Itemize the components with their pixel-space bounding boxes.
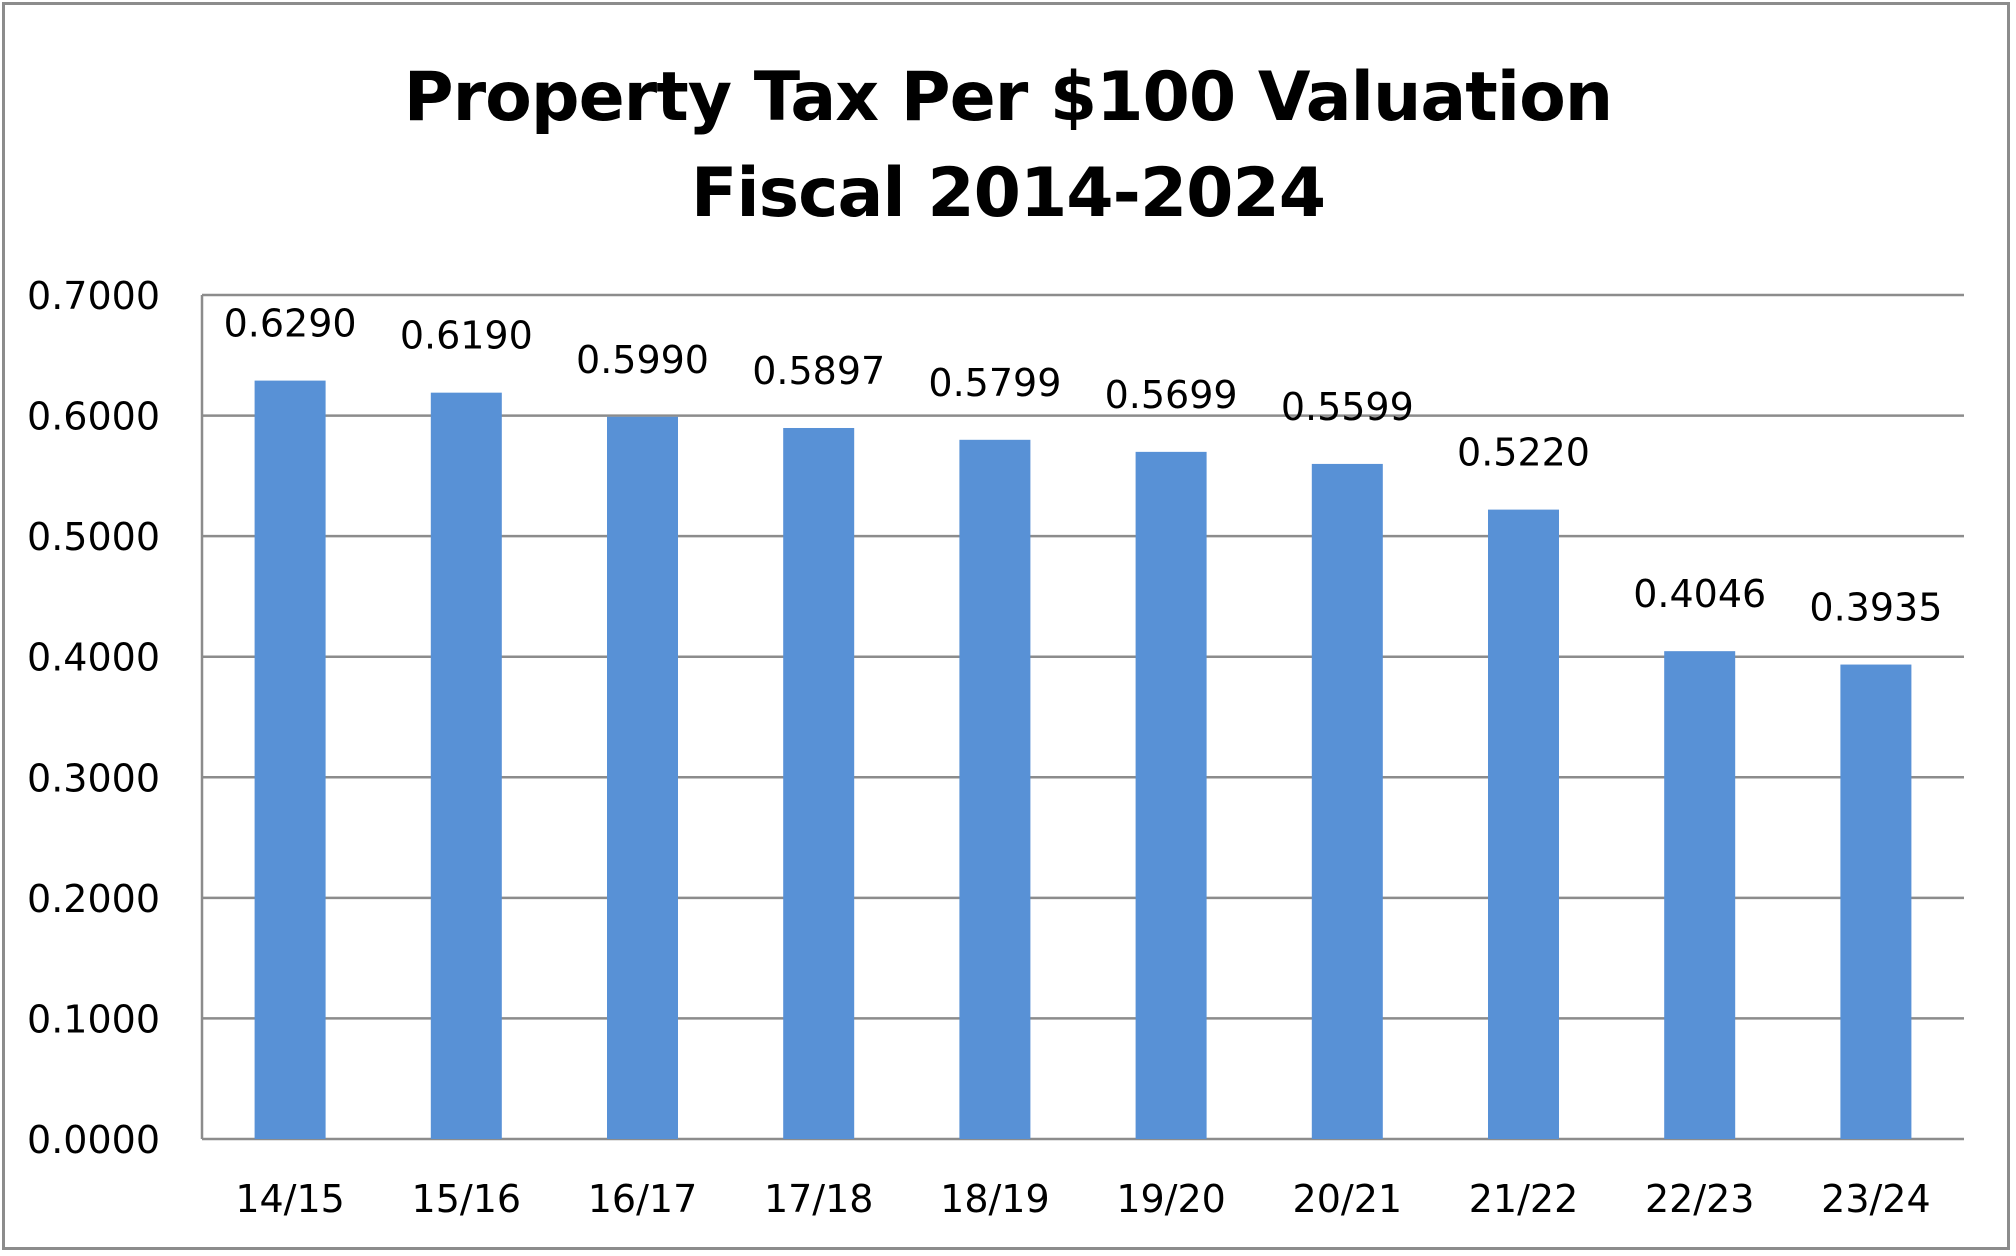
data-label: 0.6290: [224, 302, 357, 346]
x-tick-label: 14/15: [235, 1177, 345, 1221]
y-tick-label: 0.0000: [27, 1118, 160, 1162]
bar: [1488, 509, 1559, 1139]
y-tick-label: 0.2000: [27, 877, 160, 921]
bar: [1311, 463, 1383, 1140]
data-label: 0.4046: [1633, 572, 1766, 616]
bar: [430, 392, 502, 1140]
bar: [254, 380, 326, 1139]
bar: [1135, 451, 1207, 1140]
data-label: 0.5897: [752, 349, 885, 393]
y-tick-label: 0.5000: [27, 515, 160, 559]
x-tick-label: 22/23: [1645, 1177, 1755, 1221]
data-label: 0.3935: [1809, 586, 1942, 630]
y-tick-label: 0.6000: [27, 395, 160, 439]
x-tick-label: 16/17: [588, 1177, 698, 1221]
x-tick-label: 18/19: [940, 1177, 1050, 1221]
bar: [783, 427, 855, 1139]
bar: [607, 416, 678, 1140]
y-tick-label: 0.1000: [27, 997, 160, 1041]
x-tick-label: 17/18: [764, 1177, 874, 1221]
bar: [1840, 664, 1912, 1139]
data-label: 0.5990: [576, 338, 709, 382]
data-label: 0.5599: [1281, 385, 1414, 429]
x-tick-label: 15/16: [412, 1177, 522, 1221]
bar: [959, 439, 1031, 1139]
chart-title-line-2: Fiscal 2014-2024: [690, 154, 1326, 233]
y-tick-label: 0.4000: [27, 636, 160, 680]
x-tick-label: 19/20: [1116, 1177, 1226, 1221]
chart-title: Property Tax Per $100 Valuation Fiscal 2…: [0, 50, 2016, 242]
x-tick-label: 20/21: [1293, 1177, 1403, 1221]
x-tick-label: 21/22: [1469, 1177, 1579, 1221]
bar: [1664, 651, 1736, 1139]
x-tick-label: 23/24: [1821, 1177, 1931, 1221]
data-label: 0.5799: [928, 361, 1061, 405]
data-label: 0.5699: [1105, 373, 1238, 417]
data-label: 0.5220: [1457, 431, 1590, 475]
data-label: 0.6190: [400, 314, 533, 358]
chart-title-line-1: Property Tax Per $100 Valuation: [403, 58, 1613, 137]
y-tick-label: 0.3000: [27, 756, 160, 800]
y-tick-label: 0.7000: [27, 274, 160, 318]
